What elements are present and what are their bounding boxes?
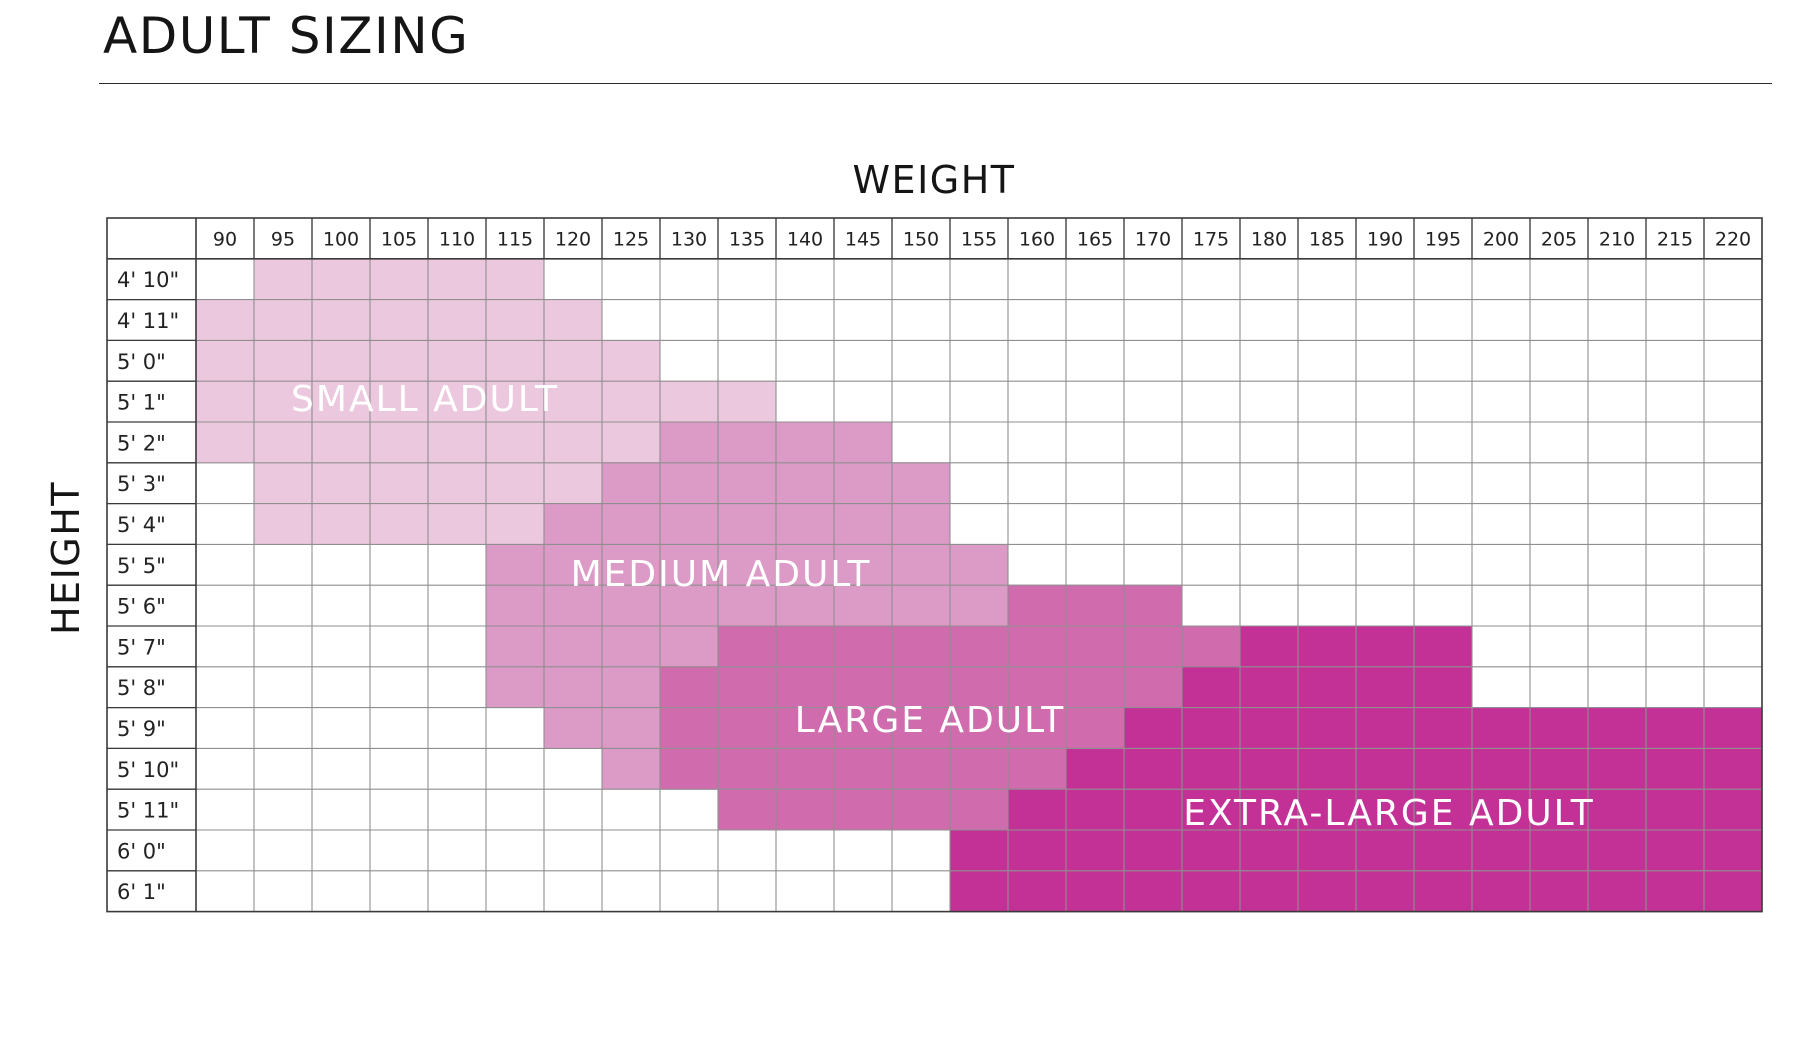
small-adult-band bbox=[254, 503, 544, 545]
weight-tick-label: 105 bbox=[381, 228, 417, 250]
height-tick-label: 5' 4" bbox=[117, 513, 166, 537]
small-adult-band bbox=[254, 258, 544, 301]
medium-adult-band bbox=[486, 584, 1008, 627]
weight-tick-label: 110 bbox=[439, 228, 475, 250]
weight-tick-label: 205 bbox=[1541, 228, 1577, 250]
extra-large-adult-band bbox=[1182, 666, 1472, 709]
weight-tick-label: 140 bbox=[787, 228, 823, 250]
height-tick-label: 5' 11" bbox=[117, 799, 179, 823]
large-adult-band bbox=[660, 666, 1182, 709]
weight-tick-label: 175 bbox=[1193, 228, 1229, 250]
large-adult-label: LARGE ADULT bbox=[795, 700, 1065, 741]
weight-tick-label: 180 bbox=[1251, 228, 1287, 250]
weight-tick-label: 95 bbox=[271, 228, 295, 250]
weight-tick-label: 125 bbox=[613, 228, 649, 250]
height-tick-label: 5' 1" bbox=[117, 391, 166, 415]
weight-tick-label: 220 bbox=[1715, 228, 1751, 250]
large-adult-band bbox=[660, 747, 1066, 790]
extra-large-adult-band bbox=[1008, 788, 1762, 831]
height-tick-label: 5' 7" bbox=[117, 635, 166, 659]
height-tick-label: 4' 10" bbox=[117, 268, 179, 292]
height-tick-label: 5' 2" bbox=[117, 431, 166, 455]
weight-tick-label: 90 bbox=[213, 228, 237, 250]
height-tick-label: 5' 9" bbox=[117, 717, 166, 741]
weight-tick-label: 150 bbox=[903, 228, 939, 250]
medium-adult-band bbox=[602, 747, 660, 790]
large-adult-band bbox=[1008, 584, 1182, 627]
height-tick-label: 6' 1" bbox=[117, 880, 166, 904]
chart-frame bbox=[106, 217, 1763, 913]
height-tick-label: 5' 10" bbox=[117, 758, 179, 782]
weight-tick-label: 120 bbox=[555, 228, 591, 250]
height-tick-label: 4' 11" bbox=[117, 309, 179, 333]
weight-tick-label: 165 bbox=[1077, 228, 1113, 250]
weight-tick-label: 130 bbox=[671, 228, 707, 250]
weight-tick-label: 170 bbox=[1135, 228, 1171, 250]
weight-tick-label: 115 bbox=[497, 228, 533, 250]
weight-tick-label: 210 bbox=[1599, 228, 1635, 250]
small-adult-band bbox=[196, 299, 602, 341]
medium-adult-label: MEDIUM ADULT bbox=[571, 554, 872, 595]
page-title: ADULT SIZING bbox=[103, 7, 470, 65]
height-tick-label: 5' 6" bbox=[117, 595, 166, 619]
medium-adult-band bbox=[486, 543, 1008, 586]
weight-tick-label: 145 bbox=[845, 228, 881, 250]
x-axis-label: WEIGHT bbox=[852, 158, 1016, 202]
height-tick-label: 6' 0" bbox=[117, 839, 166, 863]
medium-adult-band bbox=[486, 666, 660, 709]
weight-tick-label: 195 bbox=[1425, 228, 1461, 250]
weight-tick-label: 200 bbox=[1483, 228, 1519, 250]
height-tick-label: 5' 8" bbox=[117, 676, 166, 700]
height-tick-label: 5' 0" bbox=[117, 350, 166, 374]
medium-adult-band bbox=[544, 503, 950, 545]
weight-tick-label: 190 bbox=[1367, 228, 1403, 250]
weight-tick-label: 100 bbox=[323, 228, 359, 250]
title-divider bbox=[99, 83, 1772, 84]
large-adult-band bbox=[718, 788, 1008, 831]
weight-tick-label: 215 bbox=[1657, 228, 1693, 250]
extra-large-adult-band bbox=[1124, 707, 1762, 749]
weight-tick-label: 160 bbox=[1019, 228, 1055, 250]
height-tick-label: 5' 3" bbox=[117, 472, 166, 496]
weight-tick-label: 135 bbox=[729, 228, 765, 250]
weight-tick-label: 185 bbox=[1309, 228, 1345, 250]
weight-tick-label: 155 bbox=[961, 228, 997, 250]
large-adult-band bbox=[718, 625, 1240, 668]
extra-large-adult-label: EXTRA-LARGE ADULT bbox=[1183, 793, 1595, 834]
height-tick-label: 5' 5" bbox=[117, 554, 166, 578]
small-adult-label: SMALL ADULT bbox=[291, 379, 559, 420]
